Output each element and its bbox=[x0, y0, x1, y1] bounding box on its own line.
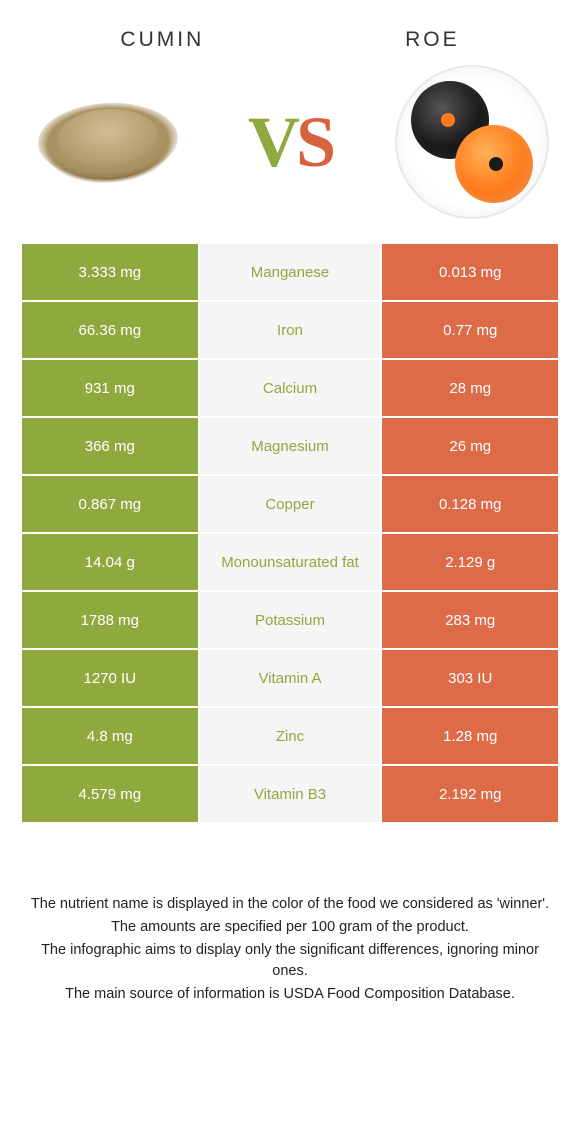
caption-line: The main source of information is USDA F… bbox=[30, 984, 550, 1005]
nutrient-label: Vitamin B3 bbox=[200, 766, 381, 822]
table-row: 0.867 mgCopper0.128 mg bbox=[22, 476, 558, 532]
left-value: 4.8 mg bbox=[22, 708, 198, 764]
roe-icon bbox=[397, 67, 547, 217]
table-row: 1270 IUVitamin A303 IU bbox=[22, 650, 558, 706]
right-value: 0.128 mg bbox=[382, 476, 558, 532]
comparison-table: 3.333 mgManganese0.013 mg66.36 mgIron0.7… bbox=[20, 242, 560, 824]
right-value: 2.129 g bbox=[382, 534, 558, 590]
right-value: 0.77 mg bbox=[382, 302, 558, 358]
right-value: 26 mg bbox=[382, 418, 558, 474]
nutrient-label: Iron bbox=[200, 302, 381, 358]
nutrient-label: Magnesium bbox=[200, 418, 381, 474]
right-value: 28 mg bbox=[382, 360, 558, 416]
right-value: 1.28 mg bbox=[382, 708, 558, 764]
cumin-icon bbox=[25, 90, 190, 193]
right-food-title: Roe bbox=[405, 28, 460, 52]
vs-s: S bbox=[296, 102, 332, 182]
left-value: 931 mg bbox=[22, 360, 198, 416]
nutrient-label: Manganese bbox=[200, 244, 381, 300]
nutrient-label: Calcium bbox=[200, 360, 381, 416]
table-row: 4.8 mgZinc1.28 mg bbox=[22, 708, 558, 764]
header: Cumin Roe bbox=[20, 0, 560, 62]
table-row: 3.333 mgManganese0.013 mg bbox=[22, 244, 558, 300]
table-row: 14.04 gMonounsaturated fat2.129 g bbox=[22, 534, 558, 590]
nutrient-label: Monounsaturated fat bbox=[200, 534, 381, 590]
table-row: 1788 mgPotassium283 mg bbox=[22, 592, 558, 648]
right-food-image bbox=[385, 72, 560, 212]
nutrient-label: Vitamin A bbox=[200, 650, 381, 706]
left-value: 66.36 mg bbox=[22, 302, 198, 358]
right-value: 283 mg bbox=[382, 592, 558, 648]
right-value: 0.013 mg bbox=[382, 244, 558, 300]
left-value: 366 mg bbox=[22, 418, 198, 474]
left-value: 14.04 g bbox=[22, 534, 198, 590]
left-value: 1270 IU bbox=[22, 650, 198, 706]
nutrient-label: Potassium bbox=[200, 592, 381, 648]
caption: The nutrient name is displayed in the co… bbox=[20, 894, 560, 1005]
left-value: 1788 mg bbox=[22, 592, 198, 648]
left-value: 3.333 mg bbox=[22, 244, 198, 300]
table-row: 4.579 mgVitamin B32.192 mg bbox=[22, 766, 558, 822]
caption-line: The amounts are specified per 100 gram o… bbox=[30, 917, 550, 938]
left-food-title: Cumin bbox=[120, 28, 204, 52]
table-row: 366 mgMagnesium26 mg bbox=[22, 418, 558, 474]
table-row: 66.36 mgIron0.77 mg bbox=[22, 302, 558, 358]
left-value: 4.579 mg bbox=[22, 766, 198, 822]
vs-v: V bbox=[248, 102, 296, 182]
left-food-image bbox=[20, 72, 195, 212]
right-value: 303 IU bbox=[382, 650, 558, 706]
nutrient-label: Copper bbox=[200, 476, 381, 532]
caption-line: The nutrient name is displayed in the co… bbox=[30, 894, 550, 915]
caption-line: The infographic aims to display only the… bbox=[30, 940, 550, 982]
hero: VS bbox=[20, 62, 560, 242]
vs-label: VS bbox=[248, 101, 332, 184]
table-row: 931 mgCalcium28 mg bbox=[22, 360, 558, 416]
right-value: 2.192 mg bbox=[382, 766, 558, 822]
left-value: 0.867 mg bbox=[22, 476, 198, 532]
nutrient-label: Zinc bbox=[200, 708, 381, 764]
